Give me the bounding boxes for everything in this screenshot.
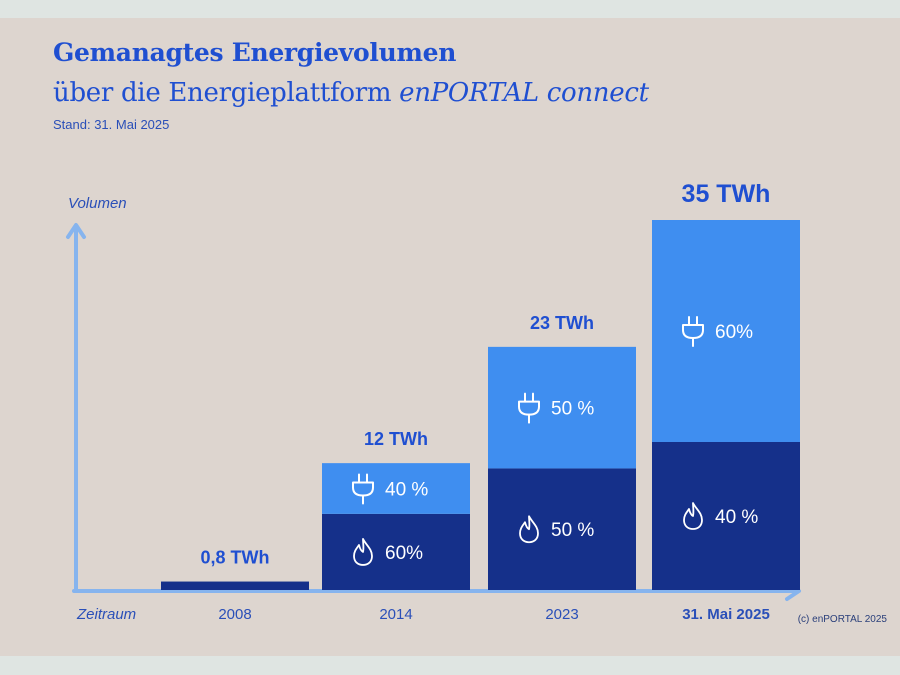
bar-segment-electricity [488,346,636,469]
share-label-gas: 40 % [715,507,758,528]
platform-name: enPORTAL connect [399,78,649,108]
bar-total-label: 23 TWh [530,313,594,333]
x-tick-label: 2014 [379,606,412,623]
share-label-gas: 60% [385,543,423,564]
x-tick-label: 2023 [545,606,578,623]
x-tick-label: 31. Mai 2025 [682,606,770,623]
y-axis [66,223,86,592]
bar-total-label: 35 TWh [682,180,771,208]
bar-segment-gas [488,468,636,590]
bar-segment-gas [322,513,470,590]
chart-subtitle: über die Energieplattform enPORTAL conne… [53,78,649,108]
copyright-note: (c) enPORTAL 2025 [797,614,887,625]
as-of-date: Stand: 31. Mai 2025 [53,117,170,132]
bars: 0,8 TWh 2008 60% 40 % 12 TWh 2014 50 % 50 % 23 T… [161,180,800,623]
share-label-electricity: 40 % [385,480,428,501]
x-tick-label: 2008 [218,606,251,623]
bar-total-label: 0,8 TWh [200,548,269,568]
bar-segment-gas [652,442,800,590]
bar-total-label: 12 TWh [364,429,428,449]
x-axis-label: Zeitraum [76,606,136,623]
chart-title: Gemanagtes Energievolumen [53,38,457,67]
bar-segment-electricity [322,463,470,514]
bar-segment-gas [161,581,309,590]
subtitle-text: über die Energieplattform [53,78,400,108]
share-label-electricity: 60% [715,322,753,343]
y-axis-label: Volumen [68,195,127,212]
bar-segment-electricity [652,220,800,442]
share-label-gas: 50 % [551,520,594,541]
share-label-electricity: 50 % [551,399,594,420]
